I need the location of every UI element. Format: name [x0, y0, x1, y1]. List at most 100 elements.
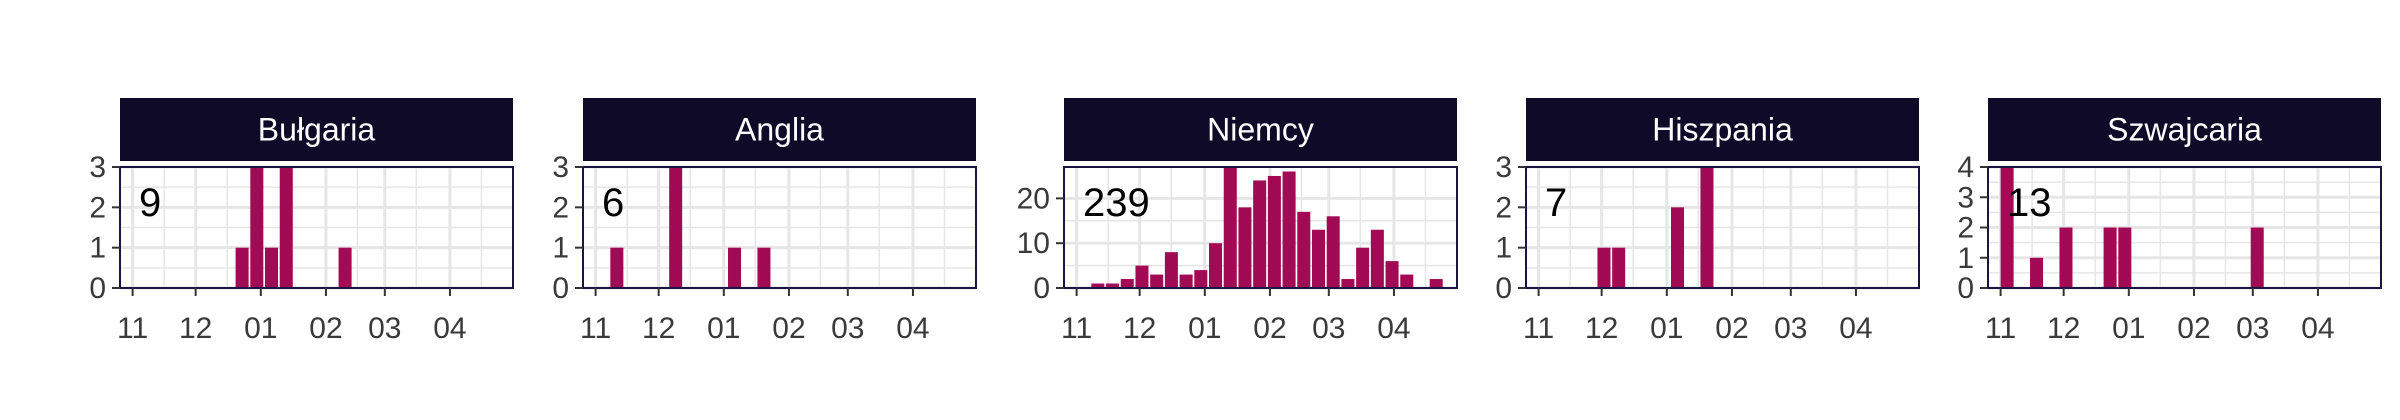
bar — [2030, 257, 2044, 288]
facet-strip — [1526, 98, 1919, 161]
bar — [610, 247, 624, 288]
x-tick-label: 03 — [2236, 312, 2269, 345]
facet-strip — [1988, 98, 2381, 161]
panel-total-label: 239 — [1083, 181, 1150, 225]
y-tick-label: 1 — [552, 232, 569, 265]
bar — [2250, 227, 2264, 288]
panel-total-label: 6 — [602, 181, 624, 225]
bar — [1282, 171, 1296, 288]
bar — [1326, 216, 1340, 288]
y-tick-label: 3 — [1957, 181, 1974, 214]
bar — [1671, 207, 1685, 288]
x-tick-label: 02 — [2177, 312, 2210, 345]
bar — [279, 167, 293, 288]
y-tick-label: 10 — [1017, 227, 1050, 260]
bar — [2059, 227, 2073, 288]
bar — [1150, 274, 1164, 288]
y-tick-label: 20 — [1017, 182, 1050, 215]
bar — [1164, 252, 1178, 288]
x-tick-label: 02 — [1253, 312, 1286, 345]
x-tick-label: 11 — [117, 312, 148, 345]
panel-border — [582, 166, 977, 289]
panel-border — [1063, 166, 1458, 289]
bar — [265, 247, 279, 288]
facet-strip-label: Szwajcaria — [2107, 112, 2262, 148]
facet-strip-label: Niemcy — [1207, 112, 1314, 148]
x-tick-label: 01 — [1650, 312, 1683, 345]
bar — [235, 247, 249, 288]
x-tick-label: 03 — [831, 312, 864, 345]
x-tick-label: 12 — [179, 312, 212, 345]
facet-strip — [1064, 98, 1457, 161]
x-tick-label: 11 — [580, 312, 611, 345]
bar — [1341, 279, 1355, 288]
facet-strip — [583, 98, 976, 161]
x-tick-label: 01 — [244, 312, 277, 345]
bar — [1223, 167, 1237, 288]
bar — [2118, 227, 2132, 288]
y-tick-label: 1 — [89, 232, 106, 265]
bar — [338, 247, 352, 288]
y-tick-label: 2 — [1495, 191, 1512, 224]
bar — [1179, 274, 1193, 288]
bar — [1238, 207, 1252, 288]
bar — [1135, 265, 1149, 288]
x-tick-label: 12 — [2047, 312, 2080, 345]
x-tick-label: 02 — [1715, 312, 1748, 345]
bar — [1194, 270, 1208, 288]
bar — [2103, 227, 2117, 288]
x-tick-label: 03 — [1312, 312, 1345, 345]
bar — [250, 167, 264, 288]
x-tick-label: 04 — [896, 312, 929, 345]
panel-border — [119, 166, 514, 289]
x-tick-label: 02 — [772, 312, 805, 345]
x-tick-label: 01 — [2112, 312, 2145, 345]
x-tick-label: 03 — [1774, 312, 1807, 345]
x-tick-label: 12 — [642, 312, 675, 345]
y-tick-label: 4 — [1957, 151, 1974, 184]
y-tick-label: 2 — [552, 191, 569, 224]
bar — [1700, 167, 1714, 288]
bar — [1209, 243, 1223, 288]
bar — [1311, 229, 1326, 288]
x-tick-label: 04 — [1839, 312, 1872, 345]
y-tick-label: 0 — [1495, 272, 1512, 305]
x-tick-label: 12 — [1123, 312, 1156, 345]
facet-strip-label: Bułgaria — [258, 112, 376, 148]
y-tick-label: 2 — [89, 191, 106, 224]
x-tick-label: 12 — [1585, 312, 1618, 345]
y-tick-label: 0 — [89, 272, 106, 305]
y-tick-label: 2 — [1957, 212, 1974, 245]
y-tick-label: 0 — [552, 272, 569, 305]
bar — [1356, 247, 1370, 288]
x-tick-label: 03 — [368, 312, 401, 345]
y-tick-label: 1 — [1957, 242, 1974, 275]
x-tick-label: 04 — [1377, 312, 1410, 345]
x-tick-label: 11 — [1523, 312, 1554, 345]
y-tick-label: 3 — [89, 151, 106, 184]
bar — [1091, 283, 1105, 288]
x-tick-label: 01 — [707, 312, 740, 345]
bar — [1267, 175, 1281, 288]
facet-strip — [120, 98, 513, 161]
x-tick-label: 04 — [2301, 312, 2334, 345]
bar — [728, 247, 742, 288]
x-tick-label: 04 — [433, 312, 466, 345]
bar — [1297, 211, 1311, 288]
panel-border — [1525, 166, 1920, 289]
y-tick-label: 3 — [552, 151, 569, 184]
bar — [1120, 279, 1134, 288]
facet-strip-label: Hiszpania — [1652, 112, 1793, 148]
y-tick-label: 3 — [1495, 151, 1512, 184]
x-tick-label: 11 — [1985, 312, 2016, 345]
bar — [1429, 279, 1443, 288]
y-tick-label: 0 — [1957, 272, 1974, 305]
panel-total-label: 9 — [139, 181, 161, 225]
facet-panel: Niemcy 239 0 10 20 11 12 01 02 03 04 — [1017, 98, 1458, 345]
bar — [1400, 274, 1414, 288]
x-tick-label: 01 — [1188, 312, 1221, 345]
panel-total-label: 13 — [2007, 181, 2052, 225]
